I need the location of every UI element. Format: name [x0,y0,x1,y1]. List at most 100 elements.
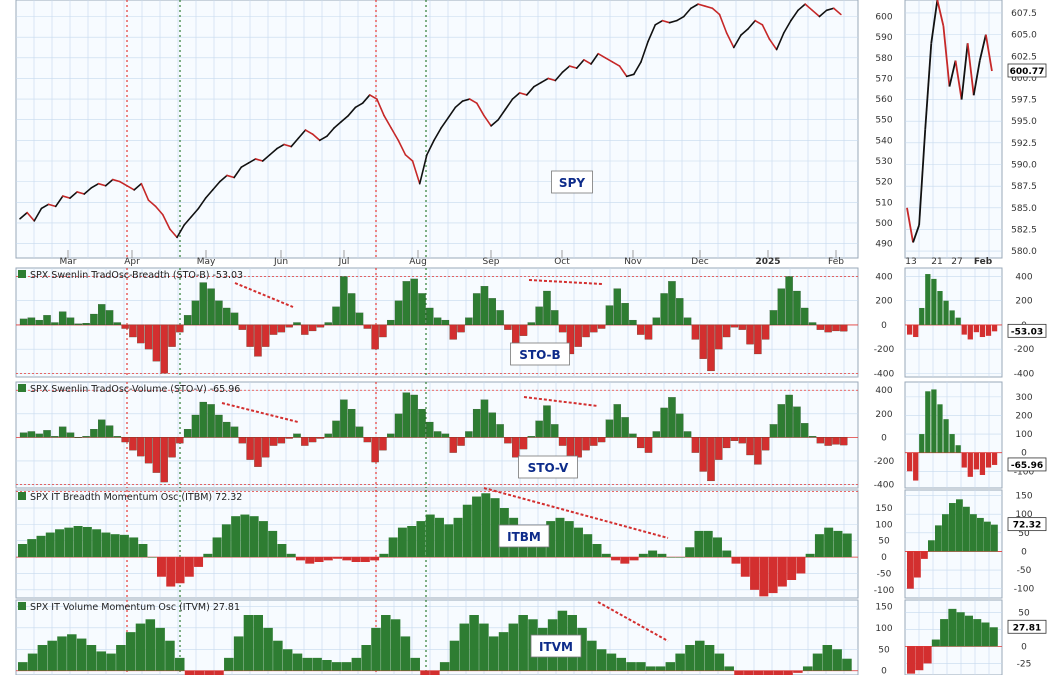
price-segment [518,92,528,96]
panel-title: SPX IT Breadth Momentum Osc (ITBM) 72.32 [30,492,242,503]
oscillator-bar [105,425,114,438]
oscillator-area-slice [351,657,362,671]
oscillator-bar [113,322,122,326]
oscillator-area-slice [47,640,57,671]
oscillator-area-slice [694,530,704,558]
panel-icon [18,602,26,610]
oscillator-area-slice [410,657,420,671]
trend-line-annotation [221,402,299,423]
oscillator-area-slice [814,534,824,558]
price-segment [169,228,178,239]
oscillator-area-slice [713,537,722,558]
price-segment [568,65,578,69]
y-tick-label: 100 [1015,510,1032,520]
price-segment [618,65,628,78]
oscillator-area-slice [574,527,583,558]
oscillator-bar [433,317,442,326]
oscillator-area-slice [292,653,303,671]
oscillator-area-slice [655,666,666,671]
oscillator-area-slice [704,645,715,671]
oscillator-area-slice [135,623,146,671]
x-tick-label: Jul [338,257,350,267]
oscillator-area-slice [763,670,774,678]
oscillator-bar [928,540,935,552]
oscillator-bar [913,452,919,481]
price-segment [283,143,293,148]
oscillator-bar [832,324,840,332]
oscillator-area-slice [606,653,617,671]
price-segment [825,7,835,12]
oscillator-area-slice [759,557,769,597]
oscillator-bar [183,315,192,326]
oscillator-area-slice [312,657,322,671]
oscillator-area-slice [296,557,305,561]
oscillator-bar [956,499,963,552]
oscillator-bar [222,421,231,438]
y-tick-label: 150 [875,504,892,514]
oscillator-area-slice [645,666,656,671]
price-segment [333,120,343,129]
oscillator-bar [301,437,309,446]
x-tick-label: Aug [409,257,427,267]
oscillator-area-slice [116,645,126,671]
y-tick-label: 600 [875,13,892,23]
oscillator-area-slice [601,553,611,558]
x-tick-label: Oct [554,257,570,267]
price-segment [47,203,57,208]
y-tick-label: -100 [874,586,895,596]
y-tick-label: 570 [875,74,892,84]
oscillator-area-slice [351,557,361,562]
oscillator-bar [746,324,754,345]
oscillator-bar [919,307,925,325]
oscillator-bar [207,288,215,326]
y-tick-label: 590 [875,33,892,43]
oscillator-bar [722,324,731,338]
oscillator-bar [465,431,473,438]
oscillator-bar [152,437,161,473]
oscillator-area-slice [832,649,842,671]
oscillator-bar [51,436,59,438]
oscillator-bar [215,414,223,438]
price-segment [90,182,100,189]
oscillator-bar [668,397,676,438]
oscillator-area-slice [592,544,602,558]
price-segment [575,59,585,69]
oscillator-bar [652,431,661,438]
oscillator-bar [332,420,340,438]
oscillator-bar [488,298,496,326]
y-tick-label: -25 [1017,659,1032,669]
price-segment [397,139,407,156]
oscillator-area-slice [648,550,658,558]
oscillator-bar [27,317,36,326]
price-segment [233,166,243,179]
oscillator-bar [199,282,207,326]
oscillator-area-slice [616,657,627,671]
oscillator-bar [590,437,598,446]
oscillator-area-slice [175,557,185,584]
last-value-label: -65.96 [1011,461,1043,471]
last-value-box [1007,323,1047,338]
oscillator-bar [496,310,504,326]
oscillator-area-slice [249,516,259,558]
oscillator-bar [472,293,481,326]
oscillator-bar [254,437,262,467]
oscillator-area-slice [361,645,371,671]
oscillator-bar [590,324,598,333]
price-segment [240,162,250,168]
oscillator-bar [949,310,955,325]
oscillator-area-slice [184,557,194,577]
price-segment [668,19,678,24]
oscillator-bar [512,437,520,458]
oscillator-area-slice [750,557,760,590]
oscillator-area-slice [636,662,646,671]
price-segment [948,60,957,87]
oscillator-bar [955,445,961,453]
oscillator-bar [973,324,979,333]
oscillator-bar [168,437,176,458]
oscillator-bar [285,324,293,328]
oscillator-area-slice [258,521,268,558]
price-segment [226,174,235,179]
oscillator-area-slice [796,557,806,574]
y-tick-label: 100 [1015,430,1032,440]
oscillator-bar [160,437,168,483]
